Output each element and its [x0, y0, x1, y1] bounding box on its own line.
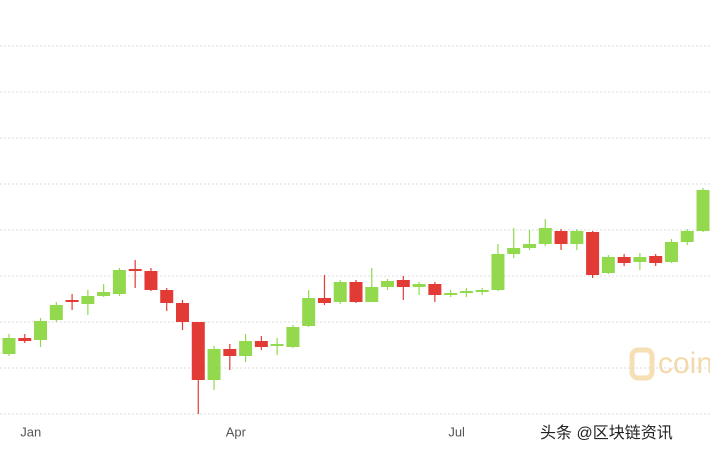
- source: 头条 @区块链资讯: [540, 424, 673, 442]
- candle-body: [444, 293, 458, 295]
- candle-body: [396, 280, 410, 287]
- candle-body: [538, 228, 552, 244]
- candle-body: [412, 284, 426, 287]
- candle-body: [475, 290, 489, 292]
- candle-body: [270, 344, 284, 346]
- watermark-logo: coin: [629, 347, 710, 381]
- candle-body: [365, 287, 379, 302]
- candle-body: [254, 341, 268, 347]
- candle-body: [633, 257, 647, 262]
- logo-icon: [629, 347, 655, 381]
- candle-body: [81, 296, 95, 304]
- candle-body: [428, 284, 442, 295]
- candle-body: [696, 190, 710, 231]
- candle-body: [349, 282, 363, 302]
- candle-body: [34, 321, 48, 340]
- candle-body: [680, 231, 694, 242]
- candle-body: [191, 322, 205, 380]
- candle-body: [49, 305, 63, 320]
- candle-body: [223, 349, 237, 356]
- x-tick-label: Apr: [226, 424, 247, 439]
- candle-body: [649, 256, 663, 263]
- candle-body: [523, 244, 536, 248]
- candle-body: [381, 281, 395, 287]
- candle-body: [144, 271, 158, 290]
- candle-body: [160, 290, 174, 303]
- candle-body: [302, 298, 316, 326]
- candle-body: [317, 298, 331, 303]
- candle-body: [586, 232, 600, 275]
- candle-body: [617, 257, 631, 263]
- candle-body: [112, 270, 126, 294]
- candle-body: [65, 300, 79, 302]
- candle-body: [97, 292, 111, 296]
- candle-body: [128, 269, 142, 271]
- candle-body: [286, 327, 300, 347]
- watermark: coin: [658, 347, 710, 380]
- candle-body: [554, 231, 568, 244]
- candle-body: [601, 257, 615, 273]
- candle-body: [18, 338, 32, 341]
- candle-body: [207, 349, 221, 380]
- candle-body: [570, 231, 584, 244]
- candle-body: [333, 282, 347, 302]
- candle-body: [239, 341, 253, 356]
- x-tick-label: Jul: [448, 424, 465, 439]
- candle-body: [176, 303, 189, 322]
- candle-body: [459, 291, 473, 293]
- candle-body: [2, 338, 16, 354]
- candle-body: [664, 242, 678, 262]
- candle-body: [491, 254, 505, 290]
- x-tick-label: Jan: [20, 424, 41, 439]
- candle-body: [507, 248, 521, 254]
